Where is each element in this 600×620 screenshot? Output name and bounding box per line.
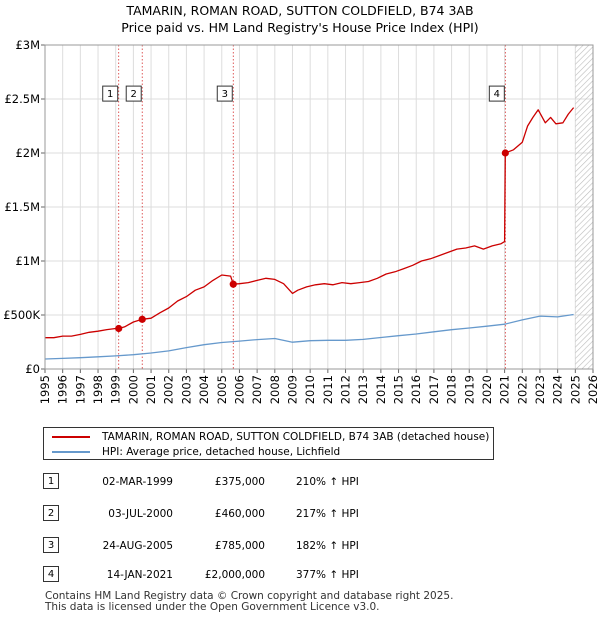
x-tick-label: 2020	[480, 375, 494, 404]
x-tick-label: 2004	[197, 375, 211, 404]
y-tick-label: £2M	[15, 146, 40, 160]
x-tick-label: 2024	[551, 375, 565, 404]
x-tick-label: 2022	[515, 375, 529, 404]
sale-price: £785,000	[214, 540, 265, 552]
sale-point-marker	[115, 324, 123, 333]
sale-number-badge: 2	[43, 505, 59, 521]
sale-hpi-change: 182% ↑ HPI	[296, 540, 359, 552]
x-tick-label: 2025	[568, 375, 582, 404]
x-tick-label: 2018	[445, 375, 459, 404]
sale-price: £460,000	[214, 508, 265, 520]
x-tick-label: 1995	[38, 375, 52, 404]
legend-swatch-property	[52, 436, 90, 438]
sale-row: 4 14-JAN-2021 £2,000,000 377% ↑ HPI	[43, 566, 463, 584]
footer-copyright: Contains HM Land Registry data © Crown c…	[45, 590, 454, 602]
sale-number-box	[216, 85, 233, 102]
footer-attribution: Contains HM Land Registry data © Crown c…	[45, 591, 453, 613]
sale-price: £375,000	[214, 476, 265, 488]
legend-swatch-hpi	[52, 451, 90, 453]
legend-label-hpi: HPI: Average price, detached house, Lich…	[102, 446, 341, 458]
x-tick-label: 2014	[374, 375, 388, 404]
x-tick-label: 2013	[356, 375, 370, 404]
x-tick-label: 2002	[162, 375, 176, 404]
sale-date: 24-AUG-2005	[102, 540, 173, 552]
x-tick-label: 2000	[126, 375, 140, 404]
x-tick-label: 1999	[109, 375, 123, 404]
sale-date: 03-JUL-2000	[108, 508, 173, 520]
legend: TAMARIN, ROMAN ROAD, SUTTON COLDFIELD, B…	[43, 427, 494, 460]
x-tick-label: 2006	[232, 375, 246, 404]
x-tick-label: 2003	[179, 375, 193, 404]
x-tick-label: 2001	[144, 375, 158, 404]
x-tick-label: 2019	[462, 375, 476, 404]
sale-number-badge: 3	[43, 537, 59, 553]
legend-item-hpi: HPI: Average price, detached house, Lich…	[52, 445, 340, 460]
y-tick-label: £500K	[3, 308, 40, 322]
y-tick-label: £0	[25, 362, 40, 376]
sale-row: 2 03-JUL-2000 £460,000 217% ↑ HPI	[43, 505, 463, 523]
x-tick-label: 2015	[392, 375, 406, 404]
property-price-line	[45, 107, 575, 339]
footer-licence: This data is licensed under the Open Gov…	[45, 601, 380, 613]
x-tick-label: 2008	[268, 375, 282, 404]
sale-number-box	[125, 85, 142, 102]
sale-number-box	[488, 85, 505, 102]
sale-number-label: 1	[107, 89, 113, 100]
x-tick-label: 2005	[215, 375, 229, 404]
x-tick-label: 2012	[339, 375, 353, 404]
legend-item-property: TAMARIN, ROMAN ROAD, SUTTON COLDFIELD, B…	[52, 430, 489, 445]
y-tick-label: £2.5M	[4, 92, 40, 106]
x-tick-label: 2011	[321, 375, 335, 404]
legend-label-property: TAMARIN, ROMAN ROAD, SUTTON COLDFIELD, B…	[102, 431, 490, 443]
x-tick-label: 2017	[427, 375, 441, 404]
sale-number-badge: 4	[43, 566, 59, 582]
x-tick-label: 2016	[409, 375, 423, 404]
sale-price: £2,000,000	[204, 569, 265, 581]
x-tick-label: 2021	[498, 375, 512, 404]
sale-number-label: 3	[222, 89, 228, 100]
sale-point-marker	[138, 315, 146, 323]
y-tick-label: £3M	[15, 38, 40, 52]
chart-title: TAMARIN, ROMAN ROAD, SUTTON COLDFIELD, B…	[0, 2, 600, 36]
sale-hpi-change: 217% ↑ HPI	[296, 508, 359, 520]
x-tick-label: 2009	[285, 375, 299, 404]
sale-number-box	[102, 85, 119, 102]
sale-number-label: 2	[131, 89, 137, 100]
x-tick-label: 1998	[91, 375, 105, 404]
x-tick-label: 1996	[56, 375, 70, 404]
sale-hpi-change: 377% ↑ HPI	[296, 569, 359, 581]
x-tick-label: 2007	[250, 375, 264, 404]
hpi-line	[44, 313, 574, 360]
sale-row: 1 02-MAR-1999 £375,000 210% ↑ HPI	[43, 473, 463, 491]
future-hatch-region	[575, 45, 593, 369]
title-address: TAMARIN, ROMAN ROAD, SUTTON COLDFIELD, B…	[126, 3, 474, 18]
sale-number-label: 4	[494, 89, 500, 100]
sale-row: 3 24-AUG-2005 £785,000 182% ↑ HPI	[43, 537, 463, 555]
y-tick-label: £1M	[15, 254, 40, 268]
x-tick-label: 2023	[533, 375, 547, 404]
y-tick-label: £1.5M	[4, 200, 40, 214]
sale-hpi-change: 210% ↑ HPI	[296, 476, 359, 488]
x-tick-label: 2026	[586, 375, 600, 404]
plot-frame	[44, 44, 594, 370]
sale-date: 02-MAR-1999	[102, 476, 173, 488]
sale-point-marker	[501, 149, 509, 157]
sale-number-badge: 1	[43, 473, 59, 489]
x-tick-label: 1997	[73, 375, 87, 404]
title-subtitle: Price paid vs. HM Land Registry's House …	[121, 20, 479, 35]
x-tick-label: 2010	[303, 375, 317, 404]
sale-date: 14-JAN-2021	[106, 569, 173, 581]
sale-point-marker	[229, 280, 237, 288]
